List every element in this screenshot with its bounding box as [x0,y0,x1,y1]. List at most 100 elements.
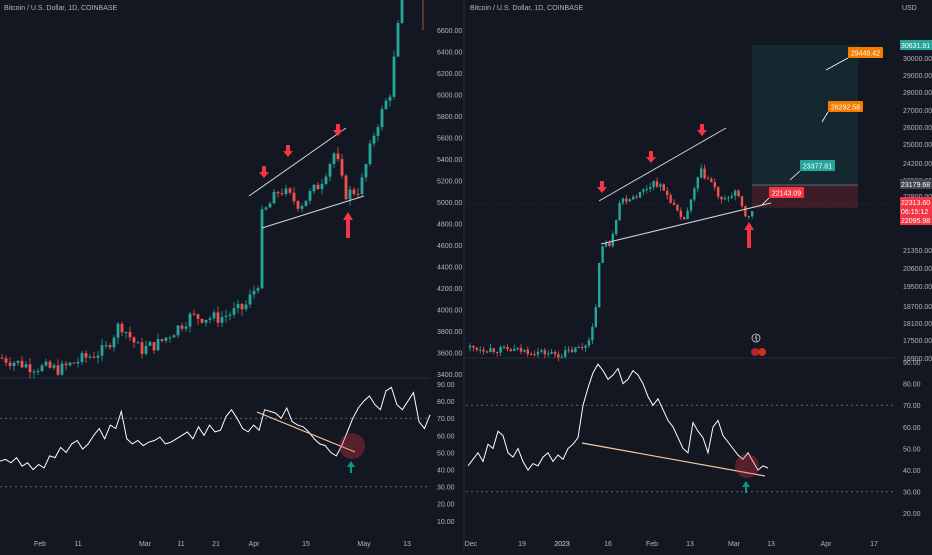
down-arrow-icon [333,124,343,136]
candle-body [492,348,495,352]
candle-body [496,351,499,353]
left-price-tick: 5800.00 [437,114,462,121]
candle-body [280,193,284,195]
candle-body [248,294,252,305]
right-rsi-tick: 20.00 [903,511,921,518]
right-time-label: Dec [465,541,478,548]
candle-body [516,347,519,350]
candle-body [747,216,750,218]
candle-body [628,199,631,202]
left-price-tick: 4400.00 [437,265,462,272]
candle-body [740,196,744,207]
up-arrow-icon [744,222,754,248]
left-time-label: 13 [403,541,411,548]
candle-body [727,197,730,199]
left-rsi-tick: 60.00 [437,433,455,440]
candle-body [32,371,36,373]
candle-body [168,337,172,339]
candle-body [108,345,112,348]
candle-body [260,209,264,289]
candle-body [64,363,68,366]
right-price-tick: 30000.00 [903,56,932,63]
candle-body [232,308,236,315]
candle-body [584,345,587,348]
candle-body [615,220,618,235]
candle-body [734,190,737,196]
left-rsi-tick: 20.00 [437,502,455,509]
candle-body [148,342,152,346]
candle-body [649,187,652,189]
target-label-box [828,101,863,112]
left-price-tick: 5200.00 [437,179,462,186]
candle-body [553,352,557,355]
candle-body [308,191,312,201]
candle-body [706,178,710,180]
candle-body [519,347,523,352]
candle-body [392,56,396,97]
candle-body [513,349,516,352]
candle-body [533,354,536,356]
candle-body [128,332,132,338]
candle-body [24,364,28,368]
left-time-label: May [357,541,371,548]
right-rsi-highlight [735,454,759,478]
right-price-tick: 18100.00 [903,321,932,328]
candle-body [611,234,614,246]
candle-body [703,168,706,179]
candle-body [676,204,679,211]
candle-body [84,353,88,358]
candle-body [336,153,340,160]
price-tag-entry-box [900,179,932,189]
candle-body [645,188,648,190]
candle-body [48,361,52,368]
target-leader-line [821,111,829,123]
left-rsi-highlight [339,433,365,459]
candle-body [730,195,733,198]
candle-body [693,188,696,200]
candle-body [240,303,244,310]
candle-body [574,347,577,353]
right-symbol-title: Bitcoin / U.S. Dollar, 1D, COINBASE [470,5,584,12]
left-price-tick: 5000.00 [437,200,462,207]
candle-body [400,0,404,23]
candle-body [485,351,489,353]
left-rsi-tick: 90.00 [437,382,455,389]
left-time-label: Feb [34,541,46,548]
candle-body [52,365,56,368]
candle-body [526,349,529,355]
price-tag-low-box [900,215,932,225]
candle-body [713,182,716,188]
currency-label: USD [902,5,917,12]
candle-body [332,153,336,164]
price-tag-low: 22095.98 [901,218,930,225]
candle-body [723,198,727,200]
left-time-label: Mar [139,541,152,548]
candle-body [499,346,502,353]
candle-body [160,339,164,341]
price-tag-timer: 06:15:12 [901,209,928,216]
candle-body [509,349,512,352]
candle-body [372,135,376,144]
candle-body [324,176,328,185]
left-wedge-lower-line [261,195,365,229]
candle-body [352,189,356,194]
down-arrow-icon [697,124,707,136]
target-label: 29449.42 [851,51,880,58]
candle-body [618,202,621,221]
left-rsi-tick: 70.00 [437,416,455,423]
candle-body [356,193,360,195]
candle-body [256,288,260,291]
candle-body [364,164,368,178]
candle-body [625,198,628,202]
price-tag-current: 22313.60 [901,200,930,207]
candle-body [672,202,676,205]
candle-body [112,337,116,348]
candle-body [669,195,672,203]
left-price-tick: 4000.00 [437,308,462,315]
candle-body [312,184,316,192]
candle-body [228,314,232,316]
candle-body [304,200,308,207]
candle-body [700,168,703,178]
candle-body [340,159,344,176]
